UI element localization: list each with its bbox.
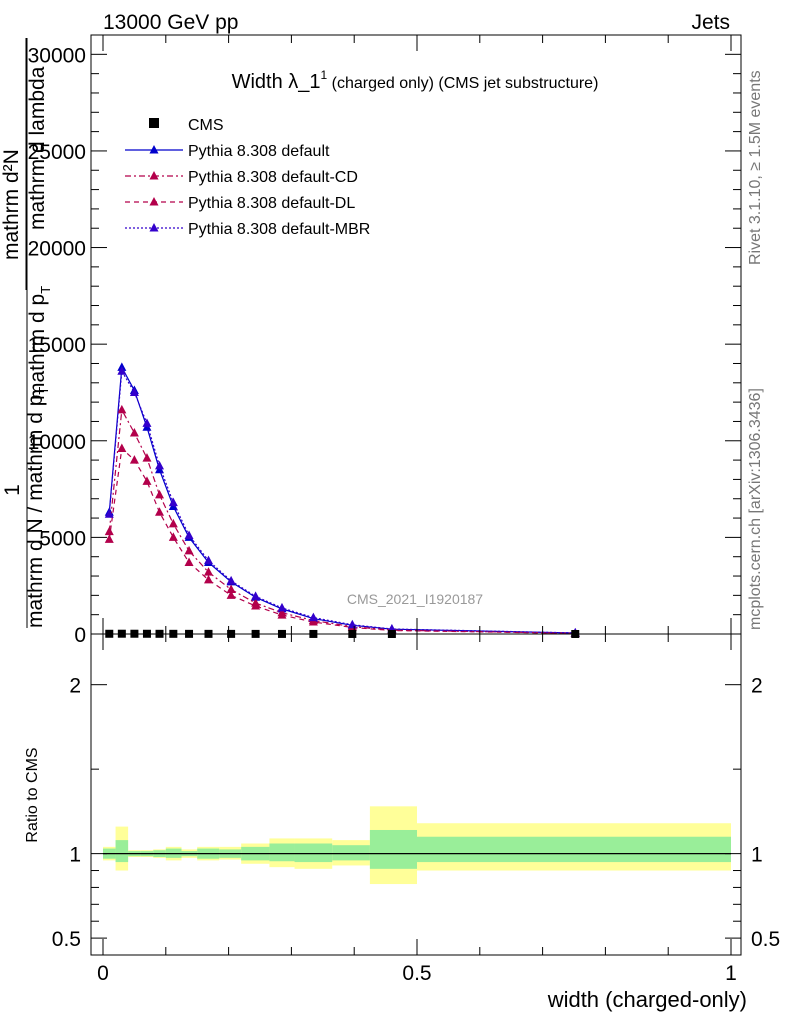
watermark: CMS_2021_I1920187 [347,591,483,607]
ratio-tick-label-right: 1 [751,844,763,867]
y-label-numerator: 1 [1,484,24,496]
series-marker [155,489,165,499]
ratio-plot: 0.5 0.5 1 1 2 2 Ratio to CMS [24,633,780,956]
legend-marker [149,145,159,154]
ratio-band-inner [417,836,731,863]
series-marker [168,532,178,541]
series-marker [104,526,114,536]
legend: CMS Pythia 8.308 default Pythia 8.308 defa… [125,117,370,238]
legend-label-data: CMS [188,117,224,134]
series-marker [204,555,214,565]
series-marker [347,619,357,629]
legend-label: Pythia 8.308 default-DL [188,195,355,212]
series-marker [155,460,165,470]
x-tick-label: 1 [725,962,737,985]
y-tick-label: 15000 [28,334,86,357]
series-marker [308,612,318,622]
series-marker [226,584,236,594]
y-tick-label: 10000 [28,431,86,454]
y-label-line-c-text: mathrm d p [26,294,49,400]
ratio-tick-label: 0.5 [52,928,81,951]
series-marker [226,575,236,585]
series-line [108,369,576,634]
header-energy: 13000 GeV pp [103,11,238,34]
series-marker [184,557,194,567]
ratio-y-label: Ratio to CMS [24,747,41,842]
series-marker [277,602,287,612]
series-marker [184,545,194,555]
y-label-line-c-sub: T [38,286,53,294]
x-tick-label: 0 [97,962,109,985]
ratio-band-inner [115,840,129,863]
ratio-band-inner [369,829,417,869]
chart-title-rest: (charged only) (CMS jet substructure) [327,75,598,92]
y-tick-label: 25000 [28,141,86,164]
series-marker [184,530,194,539]
chart-title: Width λ_11 (charged only) (CMS jet subst… [232,68,599,93]
mcplots-label: mcplots.cern.ch [arXiv:1306.3436] [747,388,764,630]
series-marker [226,590,236,599]
y-axis-label: 1 mathrm d N / mathrm d pT mathrm d²N ma… [0,38,53,628]
series-marker [155,507,165,516]
series-marker [117,404,127,414]
x-tick-label: 0.5 [402,962,431,985]
chart-title-sup: 1 [321,68,328,82]
series-marker [142,476,152,485]
series-marker [117,366,127,375]
series-marker [104,509,114,518]
y-label-line-b: mathrm d²N [0,149,23,260]
x-axis-label: width (charged-only) [547,987,747,1012]
series-line [108,447,576,634]
y-tick-label: 30000 [28,44,86,67]
series-marker [142,418,152,427]
ratio-band-inner [269,843,295,862]
legend-label: Pythia 8.308 default-MBR [188,221,370,238]
y-tick-label: 5000 [39,527,86,550]
series-line [108,407,576,634]
y-label-line-d: mathrm d lambda [26,66,49,230]
series-marker [251,591,261,600]
series-marker [129,428,139,437]
y-tick-label: 20000 [28,238,86,261]
y-tick-label: 0 [74,624,86,647]
rivet-version-label: Rivet 3.1.10, ≥ 1.5M events [747,70,764,265]
legend-label: Pythia 8.308 default-CD [188,169,358,186]
y-label-line-c: mathrm d pT [26,286,53,400]
series-marker [129,387,139,396]
header-jets: Jets [691,11,730,34]
series-marker [142,453,152,462]
ratio-band-inner [332,845,370,861]
ratio-tick-label-right: 0.5 [751,928,780,951]
series-marker [251,600,261,610]
ratio-tick-label-right: 2 [751,675,763,698]
legend-marker [149,171,159,180]
series-marker [104,534,114,543]
series-marker [204,574,214,584]
ratio-plot-frame [90,633,742,956]
series-marker [308,617,318,626]
legend-label: Pythia 8.308 default [188,143,330,160]
series-line [108,365,576,634]
ratio-tick-label: 1 [69,844,81,867]
chart-title-main: Width λ_1 [232,71,321,93]
ratio-band-inner [294,843,333,863]
y-label-line-a-text: mathrm d N / mathrm d p [24,395,47,628]
main-plot: 0 5000 10000 15000 20000 25000 30000 CMS_2021_… [28,34,742,647]
series-marker [168,518,178,528]
legend-marker [149,197,159,206]
ratio-tick-label: 2 [69,675,81,698]
series-marker [129,455,139,464]
series-marker [204,567,214,576]
y-label-line-a-sub: T [36,387,51,395]
legend-marker [149,223,159,232]
series-marker [117,443,127,453]
legend-marker-data [149,118,159,128]
series-marker [168,497,178,507]
series-marker [277,610,287,619]
y-label-line-a: mathrm d N / mathrm d pT [24,387,51,628]
